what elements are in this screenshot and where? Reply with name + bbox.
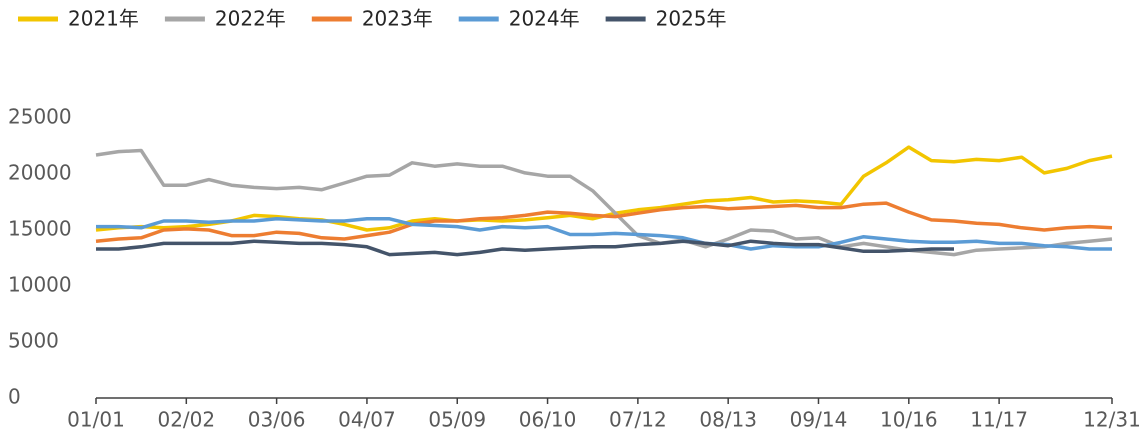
x-tick-label: 05/09 [428, 408, 486, 432]
x-tick-label: 03/06 [248, 408, 306, 432]
x-tick-label: 11/17 [970, 408, 1028, 432]
series-line [96, 217, 1112, 251]
series-line [95, 148, 1113, 257]
series-line [96, 239, 954, 257]
y-tick-label: 0 [8, 385, 21, 409]
x-tick-label: 10/16 [880, 408, 938, 432]
y-tick-label: 5000 [8, 329, 59, 353]
x-tick-label: 04/07 [338, 408, 396, 432]
series-line [95, 201, 1113, 243]
x-tick-label: 01/01 [67, 408, 125, 432]
x-tick-label: 06/10 [519, 408, 577, 432]
y-tick-label: 15000 [8, 217, 72, 241]
x-tick-label: 12/31 [1083, 408, 1141, 432]
legend-label: 2025年 [656, 7, 727, 31]
x-tick-label: 08/13 [699, 408, 757, 432]
y-tick-label: 10000 [8, 273, 72, 297]
legend-label: 2023年 [362, 7, 433, 31]
legend-label: 2024年 [509, 7, 580, 31]
x-tick-label: 02/02 [157, 408, 215, 432]
legend-label: 2022年 [215, 7, 286, 31]
y-tick-label: 25000 [8, 105, 72, 129]
x-tick-label: 09/14 [790, 408, 848, 432]
x-tick-label: 07/12 [609, 408, 667, 432]
legend: 2021年 2022年 2023年 2024年 2025年 [18, 7, 727, 31]
legend-label: 2021年 [68, 7, 139, 31]
y-tick-label: 20000 [8, 161, 72, 185]
